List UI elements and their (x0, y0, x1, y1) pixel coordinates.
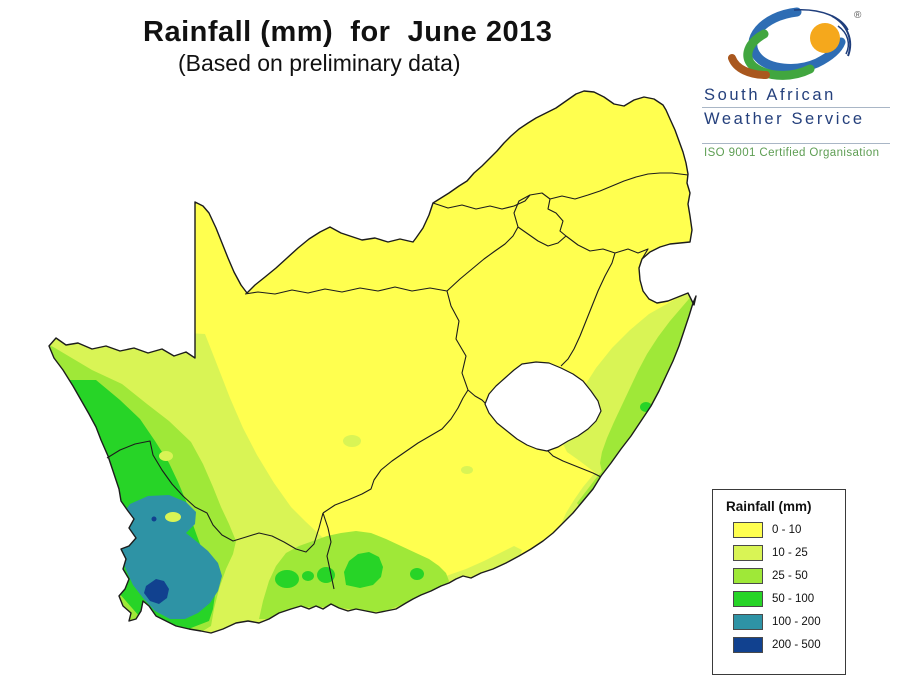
province-border (432, 194, 531, 210)
legend-item-label: 0 - 10 (772, 523, 802, 536)
rainfall-zone-200-500 (144, 579, 169, 604)
rainfall-light-spot (343, 435, 361, 447)
legend-color-swatch (733, 567, 763, 584)
province-border (106, 440, 324, 553)
logo-org-line2: Weather Service (704, 110, 865, 128)
rainfall-zone-50-100-blob (302, 571, 314, 581)
province-border (322, 512, 335, 590)
registered-mark: ® (854, 10, 862, 21)
province-borders (106, 172, 689, 590)
page-subtitle: (Based on preliminary data) (178, 50, 461, 76)
province-border (322, 389, 469, 514)
province-border (446, 290, 469, 391)
logo-certification: ISO 9001 Certified Organisation (704, 147, 880, 159)
rainfall-zone-25-50-kzn (600, 293, 694, 472)
lesotho-enclave (484, 361, 602, 452)
legend-color-swatch (733, 544, 763, 561)
logo-divider (702, 143, 890, 144)
rainfall-zone-50-100-blob (275, 570, 299, 588)
rainfall-zones (49, 288, 696, 633)
legend-title: Rainfall (mm) (726, 499, 812, 514)
rainfall-zone-50-100-blob (344, 552, 383, 588)
legend-item: 100 - 200 (733, 613, 845, 630)
logo-org-line1: South African (704, 86, 836, 104)
rainfall-zone-50-100-blob (410, 568, 424, 580)
province-border (560, 252, 616, 367)
rainfall-light-spot (461, 466, 473, 474)
page-title: Rainfall (mm) for June 2013 (143, 16, 553, 48)
province-border-gauteng (513, 192, 567, 247)
country-outline (48, 90, 697, 634)
rainfall-light-spot (159, 451, 173, 461)
rainfall-zone-200-500-dot (151, 516, 157, 522)
rainfall-light-spot (165, 512, 181, 522)
province-border (244, 286, 448, 295)
province-border (549, 172, 689, 200)
province-border (446, 226, 519, 292)
legend-color-swatch (733, 613, 763, 630)
legend-color-swatch (733, 521, 763, 538)
legend-item: 25 - 50 (733, 567, 845, 584)
province-border (545, 448, 602, 478)
legend-item-label: 200 - 500 (772, 638, 821, 651)
legend-item-label: 50 - 100 (772, 592, 815, 605)
legend-item-label: 100 - 200 (772, 615, 821, 628)
legend-item: 10 - 25 (733, 544, 845, 561)
province-border (467, 389, 487, 405)
saws-swoosh-icon: ® (728, 7, 862, 80)
legend-color-swatch (733, 590, 763, 607)
legend-item-label: 25 - 50 (772, 569, 808, 582)
legend-item: 200 - 500 (733, 636, 845, 653)
legend-items: 0 - 10 10 - 25 25 - 50 50 - 100 (713, 521, 845, 653)
legend-item-label: 10 - 25 (772, 546, 808, 559)
saws-logo: ® South African Weather Service ISO 9001… (702, 6, 890, 159)
legend-item: 50 - 100 (733, 590, 845, 607)
legend-color-swatch (733, 636, 763, 653)
logo-divider (702, 107, 890, 108)
legend-item: 0 - 10 (733, 521, 845, 538)
map-legend: Rainfall (mm) 0 - 10 10 - 25 25 - 50 (712, 489, 846, 675)
